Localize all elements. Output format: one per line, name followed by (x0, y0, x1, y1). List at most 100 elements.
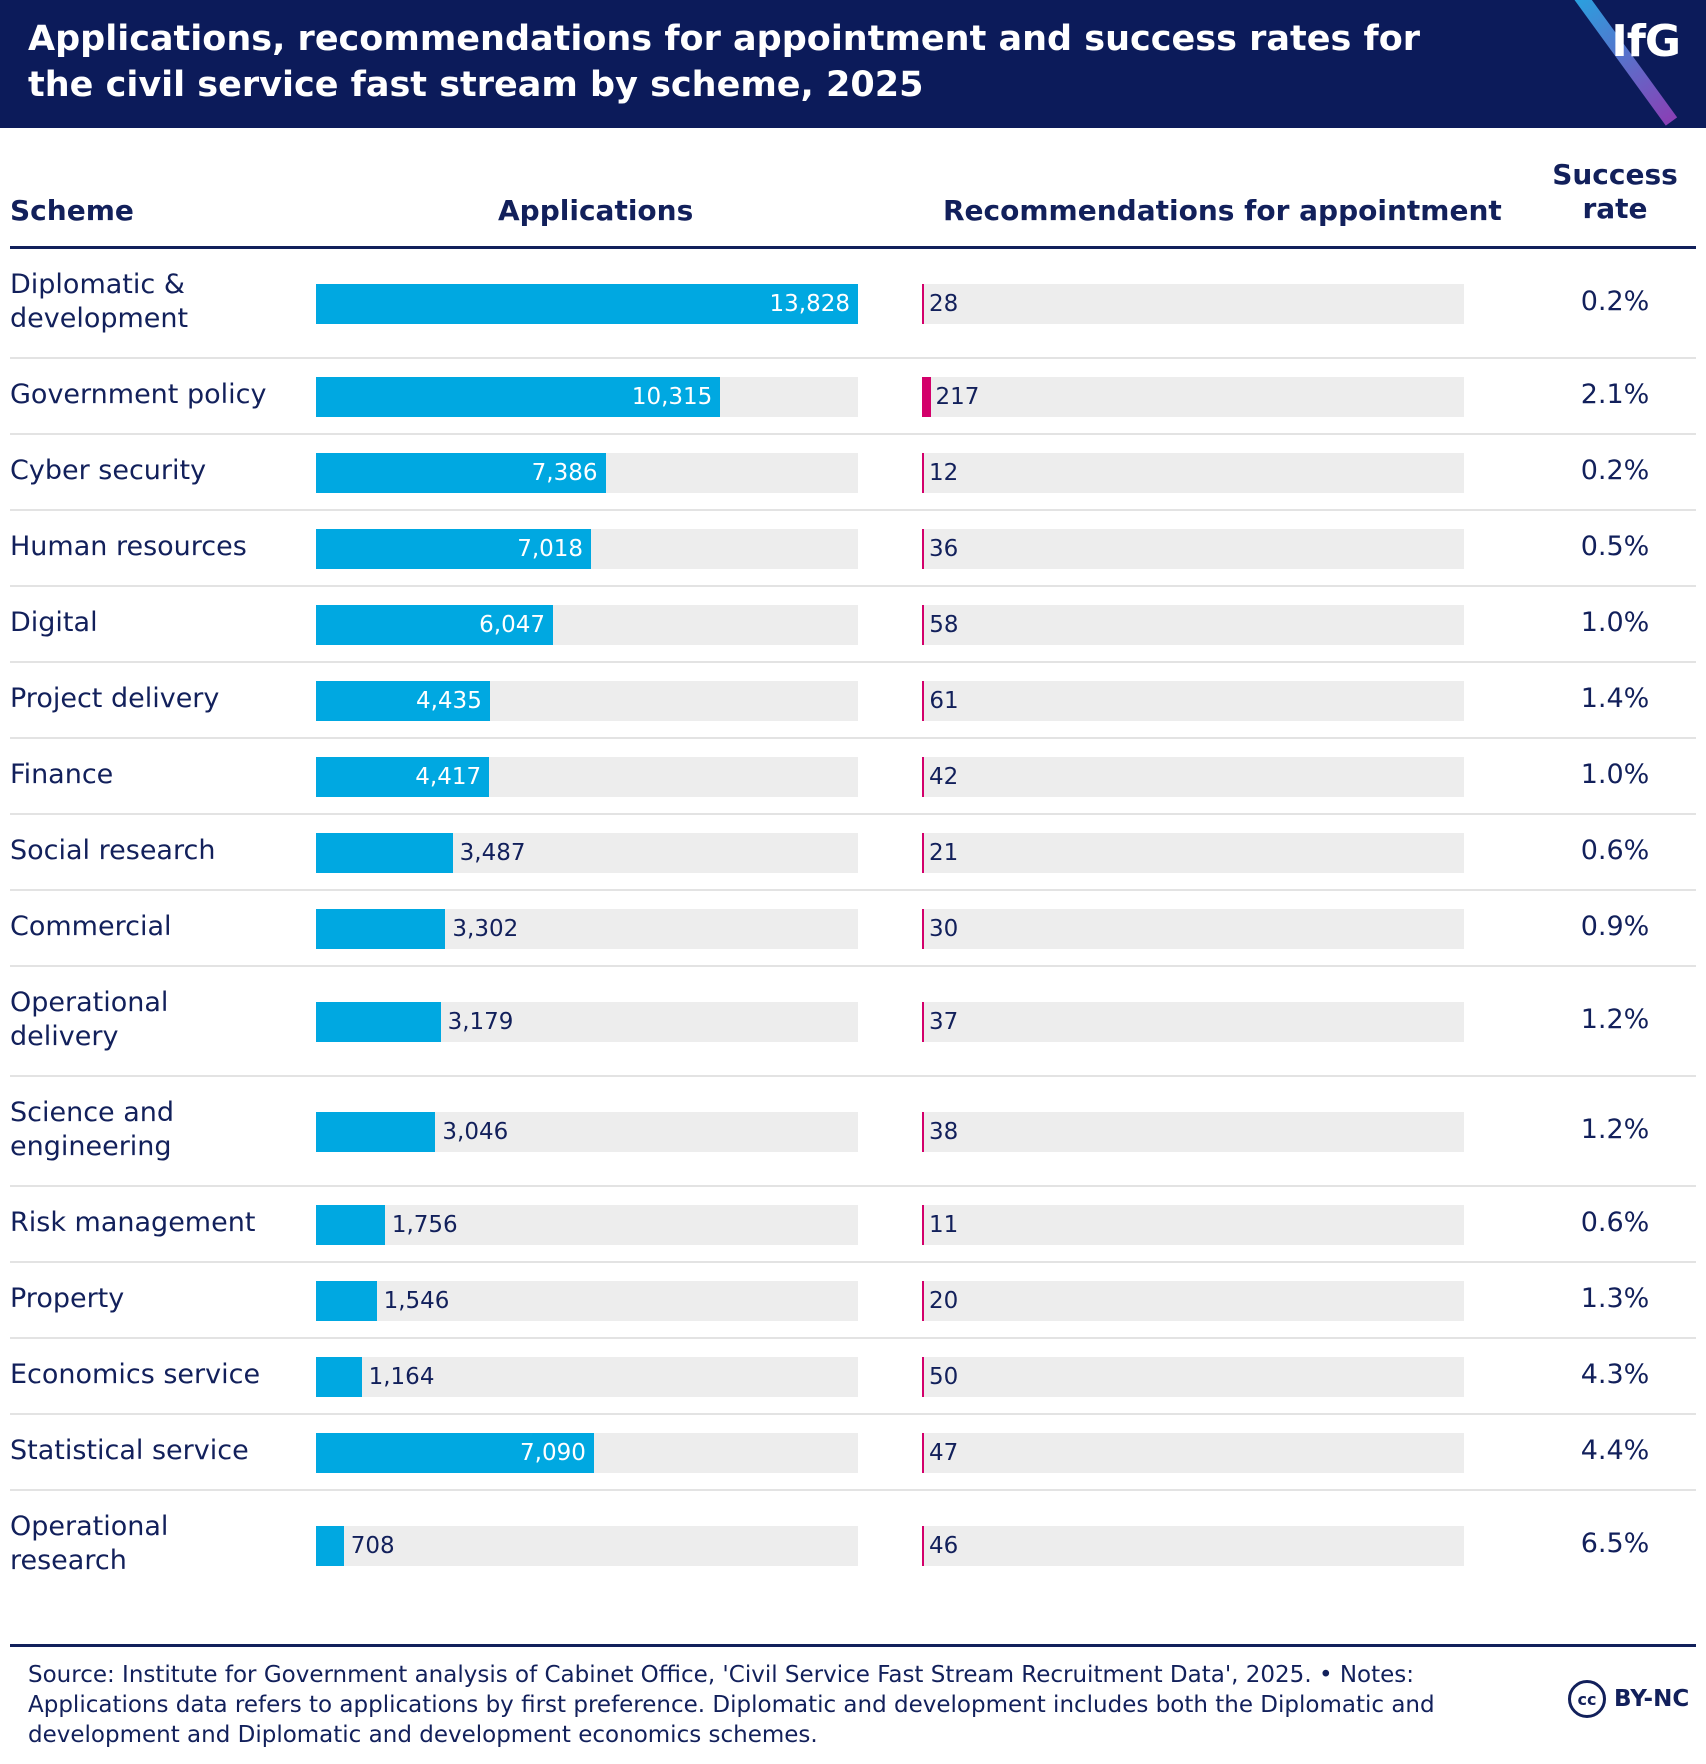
recommendations-bar (922, 681, 925, 721)
table-row: Statistical service 7,090 47 4.4% (0, 1415, 1706, 1491)
table-row: Project delivery 4,435 61 1.4% (0, 663, 1706, 739)
ifg-logo: IfG (1611, 16, 1681, 67)
table-row: Property 1,546 20 1.3% (0, 1263, 1706, 1339)
applications-bar (316, 605, 554, 645)
recommendations-track: 47 (922, 1433, 1464, 1473)
scheme-label: Operational delivery (10, 987, 169, 1052)
recommendations-track: 42 (922, 757, 1464, 797)
applications-track: 13,828 (316, 284, 858, 324)
table-row: Government policy 10,315 217 2.1% (0, 359, 1706, 435)
creative-commons-icon: cc (1568, 1680, 1606, 1718)
row-divider (10, 1185, 1696, 1187)
applications-value-label: 13,828 (769, 291, 850, 317)
recommendations-value-label: 47 (929, 1440, 959, 1466)
recommendations-track: 36 (922, 529, 1464, 569)
applications-value-label: 3,487 (459, 840, 526, 866)
applications-value-label: 7,386 (531, 460, 598, 486)
row-divider (10, 509, 1696, 511)
recommendations-value-label: 217 (935, 384, 980, 410)
applications-value-label: 10,315 (631, 384, 713, 410)
applications-track: 4,417 (316, 757, 858, 797)
recommendations-value-label: 50 (929, 1364, 959, 1390)
applications-bar (316, 1002, 441, 1042)
applications-track: 3,179 (316, 1002, 858, 1042)
license-text: BY-NC (1614, 1686, 1690, 1712)
scheme-label: Finance (10, 759, 114, 790)
recommendations-bar (922, 453, 924, 493)
applications-bar (316, 529, 592, 569)
column-header-success-rate: Success rate (1540, 158, 1690, 226)
recommendations-bar (922, 1205, 924, 1245)
recommendations-bar (922, 1112, 924, 1152)
applications-bar (316, 1433, 594, 1473)
applications-bar (316, 681, 490, 721)
table-row: Finance 4,417 42 1.0% (0, 739, 1706, 815)
recommendations-bar (922, 284, 924, 324)
recommendations-track: 50 (922, 1357, 1464, 1397)
recommendations-track: 217 (922, 377, 1464, 417)
header-banner: Applications, recommendations for appoin… (0, 0, 1706, 128)
success-rate-value: 0.6% (1580, 1207, 1650, 1238)
applications-track: 1,546 (316, 1281, 858, 1321)
applications-value-label: 1,546 (383, 1288, 450, 1314)
scheme-label: Cyber security (10, 455, 207, 486)
scheme-label: Economics service (10, 1359, 261, 1390)
recommendations-track: 46 (922, 1526, 1464, 1566)
recommendations-bar (922, 909, 924, 949)
applications-track: 4,435 (316, 681, 858, 721)
success-rate-value: 0.2% (1580, 286, 1650, 317)
table-row: Digital 6,047 58 1.0% (0, 587, 1706, 663)
applications-bar (316, 1112, 436, 1152)
recommendations-track: 37 (922, 1002, 1464, 1042)
recommendations-value-label: 46 (929, 1533, 959, 1559)
recommendations-track: 38 (922, 1112, 1464, 1152)
row-divider (10, 585, 1696, 587)
footer-rule (10, 1644, 1696, 1647)
recommendations-value-label: 61 (929, 688, 959, 714)
recommendations-track: 12 (922, 453, 1464, 493)
table-row: Operational delivery 3,179 37 1.2% (0, 967, 1706, 1077)
applications-bar (316, 284, 858, 324)
recommendations-track: 58 (922, 605, 1464, 645)
recommendations-value-label: 38 (929, 1119, 959, 1145)
recommendations-bar (922, 1357, 924, 1397)
scheme-label: Digital (10, 607, 98, 638)
success-rate-value: 1.0% (1580, 607, 1650, 638)
success-rate-value: 0.5% (1580, 531, 1650, 562)
row-divider (10, 889, 1696, 891)
success-rate-value: 6.5% (1580, 1528, 1650, 1559)
applications-track: 708 (316, 1526, 858, 1566)
table-row: Risk management 1,756 11 0.6% (0, 1187, 1706, 1263)
recommendations-value-label: 37 (929, 1009, 959, 1035)
applications-bar (316, 1281, 377, 1321)
applications-value-label: 3,302 (452, 916, 519, 942)
success-rate-header-line2: rate (1582, 192, 1648, 225)
scheme-label: Commercial (10, 911, 172, 942)
applications-value-label: 1,164 (368, 1364, 435, 1390)
recommendations-bar (922, 377, 931, 417)
scheme-label: Property (10, 1283, 125, 1314)
recommendations-track: 61 (922, 681, 1464, 721)
applications-value-label: 3,046 (442, 1119, 509, 1145)
recommendations-bar (922, 833, 924, 873)
scheme-label: Statistical service (10, 1435, 249, 1466)
success-rate-value: 0.9% (1580, 911, 1650, 942)
applications-track: 1,756 (316, 1205, 858, 1245)
row-divider (10, 1261, 1696, 1263)
header-rule (10, 246, 1696, 249)
applications-track: 6,047 (316, 605, 858, 645)
source-note: Source: Institute for Government analysi… (28, 1662, 1435, 1748)
table-row: Human resources 7,018 36 0.5% (0, 511, 1706, 587)
scheme-label: Human resources (10, 531, 247, 562)
row-divider (10, 1489, 1696, 1491)
scheme-label: Project delivery (10, 683, 220, 714)
recommendations-track: 30 (922, 909, 1464, 949)
recommendations-value-label: 12 (929, 460, 959, 486)
recommendations-track: 28 (922, 284, 1464, 324)
applications-value-label: 4,435 (415, 688, 482, 714)
recommendations-track: 20 (922, 1281, 1464, 1321)
table-row: Economics service 1,164 50 4.3% (0, 1339, 1706, 1415)
recommendations-value-label: 36 (929, 536, 959, 562)
applications-track: 3,487 (316, 833, 858, 873)
row-divider (10, 661, 1696, 663)
